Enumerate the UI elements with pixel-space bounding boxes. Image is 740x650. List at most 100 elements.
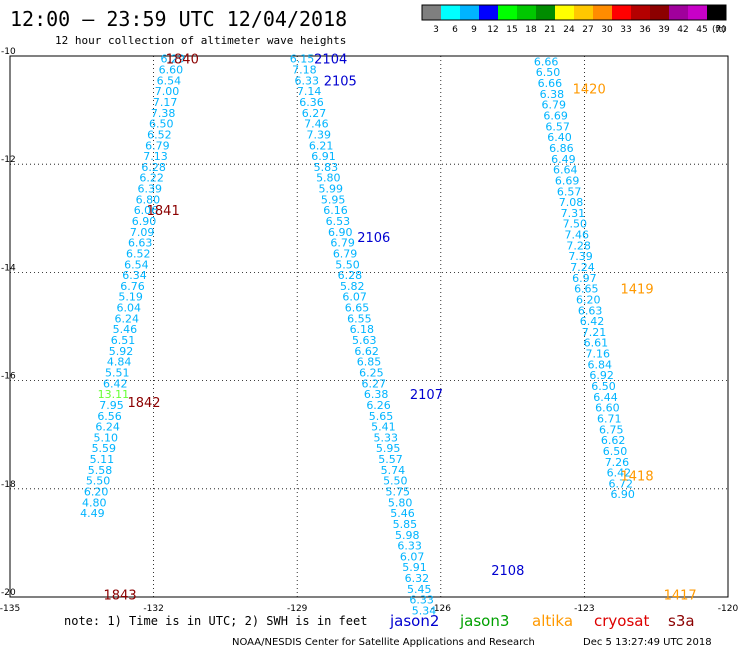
swh-value-s3a: 6.54 bbox=[124, 258, 149, 271]
swh-value-s3a: 5.59 bbox=[92, 442, 117, 455]
pass-label-jason2: 2107 bbox=[410, 388, 443, 403]
swh-value-altika: 6.38 bbox=[540, 88, 565, 101]
swh-value-jason2: 6.32 bbox=[405, 572, 430, 585]
colorbar-label: 30 bbox=[601, 25, 613, 35]
swh-value-s3a: 6.51 bbox=[111, 334, 136, 347]
swh-value-jason2: 7.39 bbox=[306, 128, 331, 141]
x-tick-label: -132 bbox=[143, 604, 163, 614]
colorbar-swatch bbox=[650, 5, 669, 20]
swh-value-jason2: 5.65 bbox=[369, 410, 394, 423]
swh-value-jason2: 6.07 bbox=[400, 550, 425, 563]
colorbar-label: 3 bbox=[433, 25, 439, 35]
swh-value-jason2: 5.99 bbox=[318, 183, 343, 196]
swh-value-s3a: 6.50 bbox=[149, 118, 174, 131]
satellite-legend: jason2 jason3 altika cryosat s3a bbox=[389, 612, 695, 630]
pass-label-s3a: 1841 bbox=[147, 204, 180, 219]
swh-value-s3a: 7.09 bbox=[130, 226, 155, 239]
swh-value-altika: 6.66 bbox=[534, 55, 559, 68]
swh-value-jason2: 5.50 bbox=[335, 258, 360, 271]
swh-value-jason2: 6.65 bbox=[345, 302, 370, 315]
swh-value-altika: 6.86 bbox=[549, 142, 574, 155]
swh-value-altika: 6.65 bbox=[574, 283, 599, 296]
swh-value-s3a: 6.39 bbox=[138, 183, 163, 196]
colorbar-label: 42 bbox=[677, 25, 688, 35]
pass-label-jason2: 2105 bbox=[324, 74, 357, 89]
swh-value-jason2: 6.79 bbox=[333, 247, 358, 260]
swh-value-s3a: 6.56 bbox=[97, 410, 122, 423]
swh-value-jason2: 6.38 bbox=[364, 388, 389, 401]
pass-label-jason2: 2108 bbox=[491, 564, 524, 579]
colorbar-label: 70 bbox=[715, 25, 727, 35]
colorbar-swatch bbox=[441, 5, 460, 20]
swh-value-s3a: 7.38 bbox=[151, 107, 176, 120]
swh-value-jason2: 5.46 bbox=[390, 507, 415, 520]
swh-value-jason2: 6.27 bbox=[362, 377, 387, 390]
swh-value-jason2: 5.63 bbox=[352, 334, 377, 347]
swh-value-s3a: 6.79 bbox=[145, 139, 170, 152]
colorbar-label: 39 bbox=[658, 25, 670, 35]
swh-value-s3a: 6.22 bbox=[139, 172, 164, 185]
swh-value-altika: 7.16 bbox=[586, 348, 611, 361]
pass-label-s3a: 1843 bbox=[104, 588, 137, 603]
swh-value-jason2: 5.33 bbox=[374, 431, 399, 444]
colorbar-swatch bbox=[669, 5, 688, 20]
swh-value-altika: 6.50 bbox=[603, 445, 628, 458]
swh-value-s3a: 5.46 bbox=[113, 323, 138, 336]
plot-area: -135 -132 -129 -126 -123 -120 -10 -12 -14 -16 -18 -… bbox=[0, 47, 738, 618]
colorbar-label: 27 bbox=[582, 25, 593, 35]
swh-value-s3a: 7.17 bbox=[153, 96, 178, 109]
swh-value-jason2: 5.34 bbox=[412, 605, 437, 618]
swh-value-s3a: 6.52 bbox=[126, 247, 151, 260]
swh-value-s3a: 6.80 bbox=[136, 193, 161, 206]
swh-value-altika: 6.90 bbox=[610, 488, 635, 501]
swh-value-altika: 6.71 bbox=[597, 412, 622, 425]
chart-title: 12:00 – 23:59 UTC 12/04/2018 bbox=[10, 7, 347, 31]
swh-value-s3a: 7.95 bbox=[99, 399, 124, 412]
swh-value-jason2: 6.18 bbox=[350, 323, 375, 336]
swh-value-s3a: 4.49 bbox=[80, 507, 105, 520]
swh-value-altika: 6.84 bbox=[587, 358, 612, 371]
colorbar-swatch bbox=[574, 5, 593, 20]
swh-value-altika: 6.50 bbox=[591, 380, 616, 393]
pass-label-altika: 1419 bbox=[621, 283, 654, 298]
y-tick-label: -20 bbox=[1, 588, 16, 598]
swh-value-jason2: 6.53 bbox=[326, 215, 351, 228]
colorbar-swatch bbox=[479, 5, 498, 20]
swh-value-s3a: 6.24 bbox=[115, 312, 140, 325]
swh-value-s3a: 6.29 bbox=[160, 53, 185, 66]
swh-value-jason2: 5.74 bbox=[381, 464, 406, 477]
swh-value-altika: 6.97 bbox=[572, 272, 597, 285]
swh-value-s3a: 7.13 bbox=[143, 150, 168, 163]
swh-value-s3a: 5.19 bbox=[118, 291, 143, 304]
swh-value-s3a: 6.60 bbox=[159, 64, 184, 77]
swh-value-s3a: 5.10 bbox=[93, 431, 118, 444]
swh-value-s3a: 6.63 bbox=[128, 237, 153, 250]
y-tick-label: -18 bbox=[1, 480, 16, 490]
swh-value-altika: 6.92 bbox=[589, 369, 614, 382]
colorbar-label: 45 bbox=[696, 25, 707, 35]
swh-value-altika: 7.24 bbox=[570, 261, 595, 274]
swh-value-s3a: 5.92 bbox=[109, 345, 134, 358]
pass-label-s3a: 1842 bbox=[127, 396, 160, 411]
swh-value-jason2: 5.91 bbox=[402, 561, 427, 574]
swh-value-altika: 7.50 bbox=[563, 218, 588, 231]
swh-value-altika: 6.79 bbox=[542, 99, 567, 112]
swh-value-altika: 6.63 bbox=[578, 304, 603, 317]
swh-value-jason2: 5.80 bbox=[316, 172, 341, 185]
swh-value-jason2: 5.95 bbox=[321, 193, 346, 206]
swh-value-altika: 7.28 bbox=[566, 239, 591, 252]
pass-label-altika: 1418 bbox=[621, 469, 654, 484]
colorbar-swatch bbox=[688, 5, 707, 20]
swh-value-jason2: 5.98 bbox=[395, 529, 420, 542]
plot-frame bbox=[9, 55, 729, 598]
swh-value-jason2: 6.16 bbox=[323, 204, 348, 217]
swh-value-jason2: 6.25 bbox=[359, 366, 384, 379]
swh-value-jason2: 5.50 bbox=[383, 475, 408, 488]
footer-timestamp: Dec 5 13:27:49 UTC 2018 bbox=[583, 637, 712, 648]
colorbar-swatch bbox=[517, 5, 536, 20]
swh-value-s3a: 6.34 bbox=[122, 269, 147, 282]
swh-value-altika: 6.72 bbox=[609, 477, 634, 490]
colorbar-border bbox=[421, 4, 727, 21]
colorbar-label: 15 bbox=[506, 25, 517, 35]
colorbar-label: 6 bbox=[452, 25, 458, 35]
